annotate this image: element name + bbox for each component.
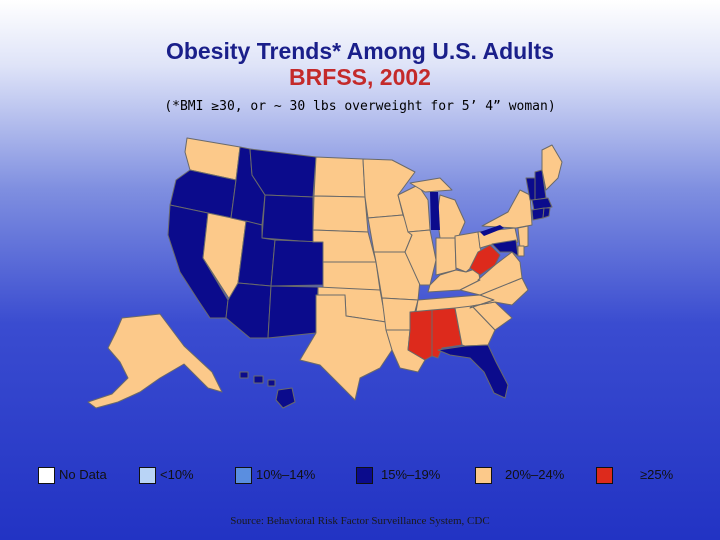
state-IL[interactable]	[404, 229, 437, 286]
legend-label-ge25: ≥25%	[640, 467, 674, 482]
legend-swatch-20-24	[475, 467, 492, 484]
subtitle: (*BMI ≥30, or ~ 30 lbs overweight for 5’…	[164, 99, 556, 114]
lake-michigan	[430, 192, 440, 230]
state-CT[interactable]	[531, 207, 545, 221]
legend-swatch-lt10	[139, 467, 156, 484]
state-RI[interactable]	[542, 207, 551, 219]
state-WY[interactable]	[261, 194, 314, 243]
legend-label-20-24: 20%–24%	[505, 467, 565, 482]
state-NY[interactable]	[481, 189, 533, 229]
state-AZ[interactable]	[225, 282, 272, 339]
state-ME[interactable]	[541, 144, 563, 191]
state-MA[interactable]	[531, 197, 553, 211]
state-AK[interactable]	[87, 313, 223, 409]
legend-swatch-15-19	[356, 467, 373, 484]
state-NJ[interactable]	[517, 225, 529, 249]
state-FL[interactable]	[437, 344, 509, 399]
legend-swatch-ge25	[596, 467, 613, 484]
state-WI[interactable]	[397, 184, 431, 233]
state-ND[interactable]	[313, 156, 366, 198]
state-DE[interactable]	[517, 245, 525, 257]
source-citation: Source: Behavioral Risk Factor Surveilla…	[230, 515, 490, 527]
state-NM[interactable]	[267, 285, 319, 339]
legend-swatch-nodata	[38, 467, 55, 484]
state-IN[interactable]	[435, 237, 457, 276]
state-MS[interactable]	[407, 309, 433, 361]
state-MD[interactable]	[491, 239, 519, 257]
state-HI[interactable]	[239, 371, 296, 409]
state-CO[interactable]	[270, 239, 324, 287]
legend-label-15-19: 15%–19%	[381, 467, 441, 482]
state-KS[interactable]	[322, 261, 381, 291]
legend-swatch-10-14	[235, 467, 252, 484]
legend-label-nodata: No Data	[59, 467, 107, 482]
legend-label-10-14: 10%–14%	[256, 467, 316, 482]
state-TX[interactable]	[299, 294, 393, 401]
state-VA[interactable]	[459, 251, 523, 296]
state-SD[interactable]	[312, 195, 369, 233]
title-line-1: Obesity Trends* Among U.S. Adults	[165, 38, 555, 64]
title-line-2: BRFSS, 2002	[289, 64, 431, 90]
state-NC[interactable]	[469, 277, 529, 309]
legend-label-lt10: <10%	[160, 467, 194, 482]
chart-title: Obesity Trends* Among U.S. Adults BRFSS,…	[0, 38, 720, 90]
lake-erie	[480, 225, 504, 236]
